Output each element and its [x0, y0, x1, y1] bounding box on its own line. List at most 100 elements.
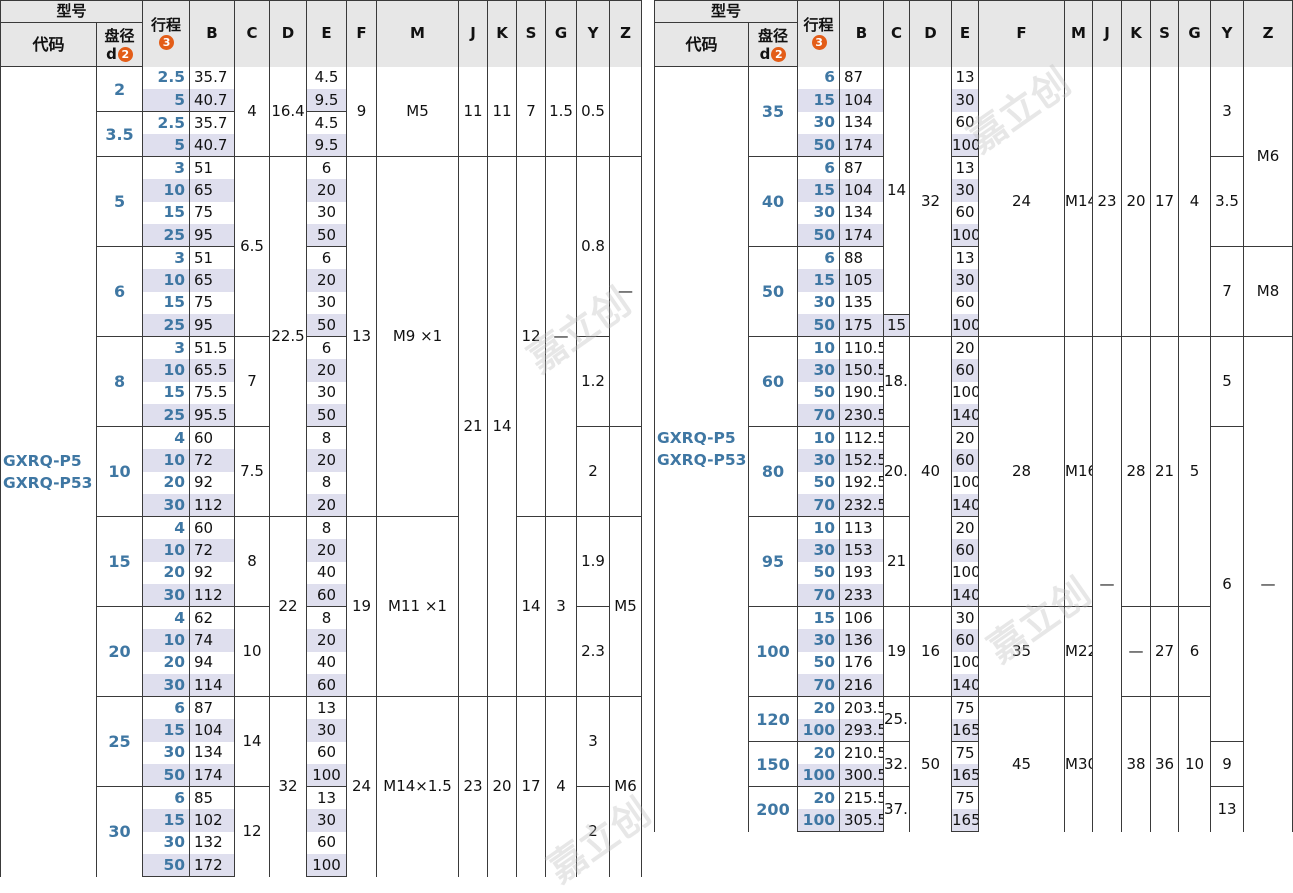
- e-cell: 60: [951, 111, 980, 134]
- table-row: 50 176 100: [655, 651, 1293, 674]
- e-cell: 60: [306, 584, 348, 607]
- b-cell: 152.5: [839, 449, 885, 472]
- spec-cell: 10: [1178, 696, 1212, 832]
- spec-cell: 1.9: [576, 516, 611, 607]
- disc-diameter-cell: 200: [747, 786, 799, 832]
- stroke-cell: 10: [142, 179, 191, 202]
- spec-cell: 32.5: [883, 741, 911, 787]
- spec-cell: 0.8: [576, 156, 611, 337]
- b-cell: 35.7: [189, 66, 236, 89]
- table-row: 30 6 85 12 13 2: [1, 786, 642, 877]
- stroke-cell: 50: [797, 134, 841, 157]
- spec-cell: 12: [234, 786, 271, 877]
- b-cell: 105: [839, 269, 885, 292]
- table-row: 10 65.5 20: [1, 359, 642, 382]
- b-cell: 74: [189, 629, 236, 652]
- spec-cell: 32: [269, 696, 308, 877]
- table-row: 15 105 30: [655, 269, 1293, 292]
- e-cell: 100: [951, 651, 980, 674]
- table-row: 20 92 8: [1, 471, 642, 494]
- header-disc-diameter: 盘径 d 2: [95, 22, 144, 67]
- stroke-cell: 70: [797, 674, 841, 697]
- spec-cell: 35: [978, 606, 1066, 697]
- e-cell: 30: [951, 606, 980, 629]
- spec-cell: [609, 426, 643, 517]
- spec-cell: M16×1.5: [1064, 336, 1094, 607]
- spec-cell: 21: [458, 156, 489, 697]
- table-row: 20 4 62 10 8 2.3: [1, 606, 642, 697]
- table-row: 70 230.5 140: [655, 404, 1293, 427]
- table-row: 10 74 20: [1, 629, 642, 652]
- b-cell: 305.5: [839, 809, 885, 832]
- spec-cell: —: [1092, 336, 1123, 832]
- table-row: 20 92 40: [1, 561, 642, 584]
- header-row-1: 型号 行程 3 B C D E F M J K S G Y Z: [653, 0, 1293, 67]
- spec-cell: —: [1121, 606, 1152, 697]
- b-cell: 51.5: [189, 336, 236, 359]
- table-row: 15 4 60 8 22 8 19 M11 ×1 14 3 1.9 M5: [1, 516, 643, 697]
- disc-diameter-cell: 8: [95, 336, 144, 427]
- b-cell: 60: [189, 516, 236, 539]
- b-cell: 51: [189, 156, 236, 179]
- table-row: 30 135 60: [655, 291, 1293, 314]
- e-cell: 60: [951, 449, 980, 472]
- spec-cell: 23: [1092, 66, 1123, 337]
- b-cell: 51: [189, 246, 236, 269]
- b-cell: 87: [839, 66, 885, 89]
- e-cell: 75: [951, 696, 980, 719]
- disc-diameter-cell: 40: [747, 156, 799, 247]
- spec-cell: 14: [234, 696, 271, 787]
- b-cell: 203.5: [839, 696, 885, 719]
- e-cell: 165: [951, 719, 980, 742]
- spec-cell: 20.5: [883, 426, 911, 517]
- disc-diameter-cell: 80: [747, 426, 799, 517]
- b-cell: 176: [839, 651, 885, 674]
- spec-cell: 28: [1121, 336, 1152, 607]
- stroke-cell: 30: [797, 291, 841, 314]
- e-cell: 165: [951, 764, 980, 787]
- e-cell: 8: [306, 426, 348, 449]
- stroke-cell: 6: [797, 66, 841, 89]
- header-row-2: 代码 盘径 d 2: [0, 22, 642, 67]
- stroke-cell: 20: [797, 696, 841, 719]
- b-cell: 136: [839, 629, 885, 652]
- stroke-cell: 4: [142, 606, 191, 629]
- header-stroke: 行程 3: [142, 0, 191, 67]
- stroke-cell: 15: [797, 269, 841, 292]
- header-disc-diameter: 盘径 d 2: [747, 22, 799, 67]
- stroke-cell: 2.5: [142, 111, 191, 134]
- stroke-cell: 15: [142, 809, 191, 832]
- table-row: 15 75.5 30: [1, 381, 642, 404]
- stroke-cell: 10: [797, 336, 841, 359]
- left-spec-table: 型号 行程 3 B C D E F M J K S G Y Z 代码 盘径 d 2 GXRQ-P5 GXRQ-P53 2 2…: [0, 0, 643, 877]
- e-cell: 30: [306, 291, 348, 314]
- spec-cell: 7: [234, 336, 271, 427]
- e-cell: 50: [306, 404, 348, 427]
- disc-diameter-cell: 120: [747, 696, 799, 742]
- header-row-1: 型号 行程 3 B C D E F M J K S G Y Z: [0, 0, 643, 67]
- stroke-cell: 50: [797, 314, 841, 337]
- e-cell: 140: [951, 494, 980, 517]
- b-cell: 72: [189, 539, 236, 562]
- spec-cell: —: [609, 156, 643, 427]
- stroke-cell: 15: [797, 179, 841, 202]
- table-row: 50 174 100: [655, 224, 1293, 247]
- table-row: 30 152.5 60: [655, 449, 1293, 472]
- stroke-cell: 10: [142, 269, 191, 292]
- stroke-cell: 15: [797, 606, 841, 629]
- header-row-2: 代码 盘径 d 2: [654, 22, 1293, 67]
- header-z: Z: [609, 0, 643, 67]
- stroke-cell: 10: [797, 516, 841, 539]
- e-cell: 165: [951, 809, 980, 832]
- e-cell: 13: [306, 696, 348, 719]
- b-cell: 40.7: [189, 134, 236, 157]
- stroke-cell: 30: [142, 584, 191, 607]
- e-cell: 100: [951, 381, 980, 404]
- e-cell: 20: [951, 336, 980, 359]
- b-cell: 65: [189, 179, 236, 202]
- spec-cell: 13: [1210, 786, 1245, 832]
- b-cell: 113: [839, 516, 885, 539]
- table-row: 15 104 30: [655, 89, 1293, 112]
- e-cell: 8: [306, 471, 348, 494]
